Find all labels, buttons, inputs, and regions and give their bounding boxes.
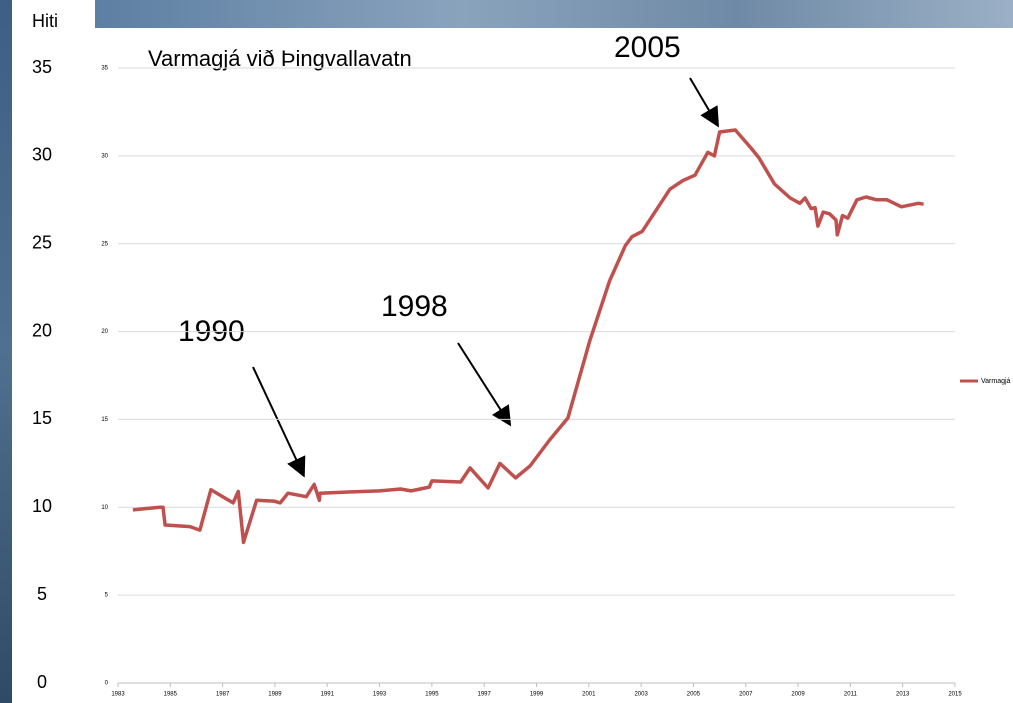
x-tick-label: 1993 bbox=[373, 692, 387, 698]
y-tick-label: 10 bbox=[32, 496, 52, 516]
x-tick-label: 1987 bbox=[216, 692, 230, 698]
x-tick-label: 1985 bbox=[164, 692, 178, 698]
data-line bbox=[133, 130, 924, 542]
y-tick-label-small: 5 bbox=[105, 593, 109, 599]
x-tick-label: 1997 bbox=[478, 692, 492, 698]
legend-label: Varmagjá bbox=[981, 378, 1011, 385]
x-tick-label: 1991 bbox=[321, 692, 335, 698]
x-tick-label: 2009 bbox=[791, 692, 805, 698]
annotation: 1998 bbox=[381, 290, 448, 323]
x-tick-label: 2003 bbox=[634, 692, 648, 698]
y-tick-label-small: 35 bbox=[101, 66, 108, 72]
x-tick-label: 1989 bbox=[268, 692, 282, 698]
x-tick-label: 2001 bbox=[582, 692, 596, 698]
annotations: 1990 1998 2005 bbox=[178, 31, 717, 474]
annotation: 2005 bbox=[614, 31, 681, 64]
x-tick-label: 2013 bbox=[896, 692, 910, 698]
chart-title: Varmagjá við Þingvallavatn bbox=[148, 46, 412, 71]
x-tick-label: 2007 bbox=[739, 692, 753, 698]
side-strip bbox=[0, 0, 12, 703]
label-panel bbox=[12, 0, 95, 703]
y-tick-label-small: 15 bbox=[101, 417, 108, 423]
y-tick-label: 5 bbox=[37, 584, 47, 604]
arrow bbox=[690, 78, 717, 124]
y-tick-label-small: 20 bbox=[101, 329, 108, 335]
y-tick-label: 35 bbox=[32, 57, 52, 77]
x-tick-label: 1995 bbox=[425, 692, 439, 698]
x-tick-label: 2015 bbox=[948, 692, 962, 698]
slide: Hiti Varmagjá við Þingvallavatn 1990 199… bbox=[0, 0, 1013, 703]
x-tick-label: 1999 bbox=[530, 692, 544, 698]
arrow bbox=[458, 343, 509, 423]
x-tick-label: 1983 bbox=[111, 692, 125, 698]
x-tick-label: 2005 bbox=[687, 692, 701, 698]
y-tick-label: 0 bbox=[37, 672, 47, 692]
arrow bbox=[253, 367, 303, 474]
y-axis-title: Hiti bbox=[32, 11, 58, 31]
y-tick-label-small: 25 bbox=[101, 241, 108, 247]
photo-strip bbox=[95, 0, 1013, 28]
y-tick-label: 20 bbox=[32, 320, 52, 340]
y-tick-label: 30 bbox=[32, 145, 52, 165]
y-tick-label: 25 bbox=[32, 232, 52, 252]
y-tick-label-small: 10 bbox=[101, 505, 108, 511]
y-tick-label-small: 0 bbox=[105, 681, 109, 687]
x-tick-label: 2011 bbox=[844, 692, 858, 698]
y-tick-label: 15 bbox=[32, 408, 52, 428]
y-tick-label-small: 30 bbox=[101, 153, 108, 159]
